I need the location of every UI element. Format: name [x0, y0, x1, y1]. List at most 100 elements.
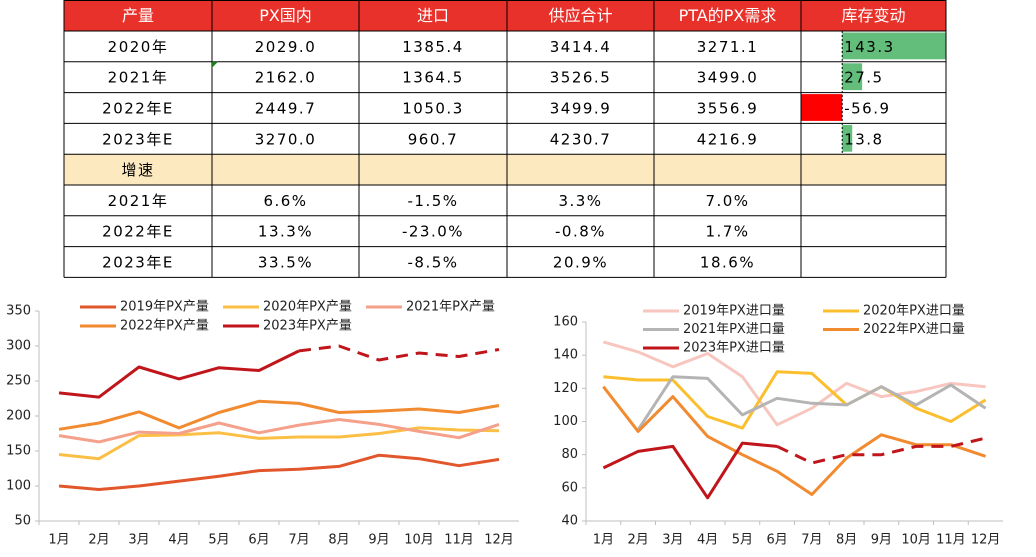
x-tick-label: 8月 [328, 533, 349, 548]
y-tick-label: 100 [553, 414, 578, 429]
x-tick-label: 8月 [836, 533, 857, 548]
cell-text: 18.6% [700, 254, 755, 272]
cell-text: -0.8% [555, 223, 606, 241]
x-tick-label: 12月 [971, 533, 1001, 548]
series-line [58, 349, 300, 399]
series-line [602, 385, 987, 496]
cell-text: 增速 [121, 161, 154, 179]
cell-text: 3499.9 [550, 100, 612, 118]
legend-label: 2021年PX进口量 [683, 322, 785, 337]
x-tick-label: 12月 [484, 533, 514, 548]
cell-text: 2023年E [102, 130, 174, 148]
legend-label: 2019年PX产量 [120, 300, 209, 315]
cell-text: -56.9 [844, 100, 890, 118]
cell-text: 7.0% [705, 192, 749, 210]
header-cell: 进口 [417, 6, 449, 25]
cell-text: 2022年E [102, 223, 174, 241]
y-tick-label: 50 [14, 514, 31, 529]
data-bar [801, 94, 843, 121]
legend-label: 2023年PX产量 [263, 319, 352, 334]
cell-text: 1050.3 [402, 100, 464, 118]
data-bar [842, 124, 853, 152]
data-bar [842, 32, 946, 60]
cell-text: -8.5% [407, 254, 458, 272]
series-line [58, 418, 500, 444]
cell-text: 4216.9 [697, 130, 759, 148]
x-tick-label: 3月 [662, 533, 683, 548]
series-line [58, 426, 500, 461]
cell-text: 2022年E [102, 100, 174, 118]
cell-text: 13.8 [844, 130, 883, 148]
cell-text: 1.7% [705, 223, 749, 241]
y-tick-label: 350 [6, 304, 31, 319]
cell-text: 3271.1 [697, 38, 759, 56]
y-tick-label: 150 [6, 444, 31, 459]
cell-text: 3556.9 [697, 100, 759, 118]
cell-text: 6.6% [263, 192, 307, 210]
series-line [602, 340, 986, 427]
cell-text: 2162.0 [255, 69, 317, 87]
cell-text: 2029.0 [255, 38, 317, 56]
y-tick-label: 100 [6, 479, 31, 494]
y-tick-label: 60 [561, 480, 578, 495]
series-line-forecast [776, 436, 986, 465]
x-tick-label: 2月 [627, 533, 648, 548]
cell-text: 143.3 [844, 38, 894, 56]
cell-text: 1385.4 [402, 38, 464, 56]
line-chart: 40 60 80 100 120 140 160 1月 2月 3月 4月 5月 6月 7月 8月 9月 10月 1… [553, 304, 1003, 548]
x-tick-label: 11月 [936, 533, 966, 548]
cell-text: 2449.7 [255, 100, 317, 118]
x-tick-label: 10月 [404, 533, 434, 548]
cell-text: 3526.5 [550, 69, 612, 87]
y-tick-label: 140 [553, 348, 578, 363]
legend-label: 2022年PX进口量 [863, 322, 965, 337]
x-tick-label: 6月 [248, 533, 269, 548]
x-tick-label: 9月 [871, 533, 892, 548]
x-tick-label: 4月 [697, 533, 718, 548]
data-bar [842, 63, 863, 91]
legend-label: 2020年PX进口量 [863, 304, 965, 319]
x-tick-label: 4月 [168, 533, 189, 548]
cell-text: 3270.0 [255, 130, 317, 148]
legend-label: 2020年PX产量 [263, 300, 352, 315]
cell-text: 27.5 [844, 69, 883, 87]
header-row [64, 0, 946, 31]
section-row [64, 154, 946, 185]
cell-text: 2020年 [108, 38, 169, 56]
cell-text: 1364.5 [402, 69, 464, 87]
cell-text: -23.0% [402, 223, 464, 241]
line-chart: 50 100 150 200 250 300 350 1月 2月 3月 4月 5月 6月 7月 8月 9月 10… [6, 300, 519, 548]
x-tick-label: 3月 [128, 533, 149, 548]
cell-text: 2021年 [108, 192, 169, 210]
y-tick-label: 250 [6, 374, 31, 389]
header-cell: 库存变动 [841, 6, 905, 25]
header-cell: PTA的PX需求 [679, 6, 777, 25]
x-tick-label: 2月 [88, 533, 109, 548]
cell-text: -1.5% [407, 192, 458, 210]
x-tick-label: 1月 [48, 533, 69, 548]
x-tick-label: 1月 [593, 533, 614, 548]
cell-text: 3.3% [558, 192, 602, 210]
y-tick-label: 120 [553, 381, 578, 396]
series-line [58, 399, 500, 431]
y-tick-label: 300 [6, 339, 31, 354]
series-line [636, 375, 987, 431]
y-tick-label: 40 [561, 514, 578, 529]
legend-label: 2021年PX产量 [406, 300, 495, 315]
series-line-forecast [298, 344, 500, 362]
cell-text: 3499.0 [697, 69, 759, 87]
series-line [603, 370, 987, 430]
x-tick-label: 5月 [732, 533, 753, 548]
legend-label: 2023年PX进口量 [683, 341, 785, 356]
series-line [58, 453, 500, 491]
header-cell: 产量 [122, 6, 154, 25]
x-tick-label: 7月 [288, 533, 309, 548]
cell-text: 2023年E [102, 254, 174, 272]
header-cell: PX国内 [259, 6, 312, 25]
cell-text: 33.5% [258, 254, 313, 272]
y-tick-label: 160 [553, 315, 578, 330]
cell-text: 20.9% [553, 254, 608, 272]
legend-label: 2022年PX产量 [120, 319, 209, 334]
